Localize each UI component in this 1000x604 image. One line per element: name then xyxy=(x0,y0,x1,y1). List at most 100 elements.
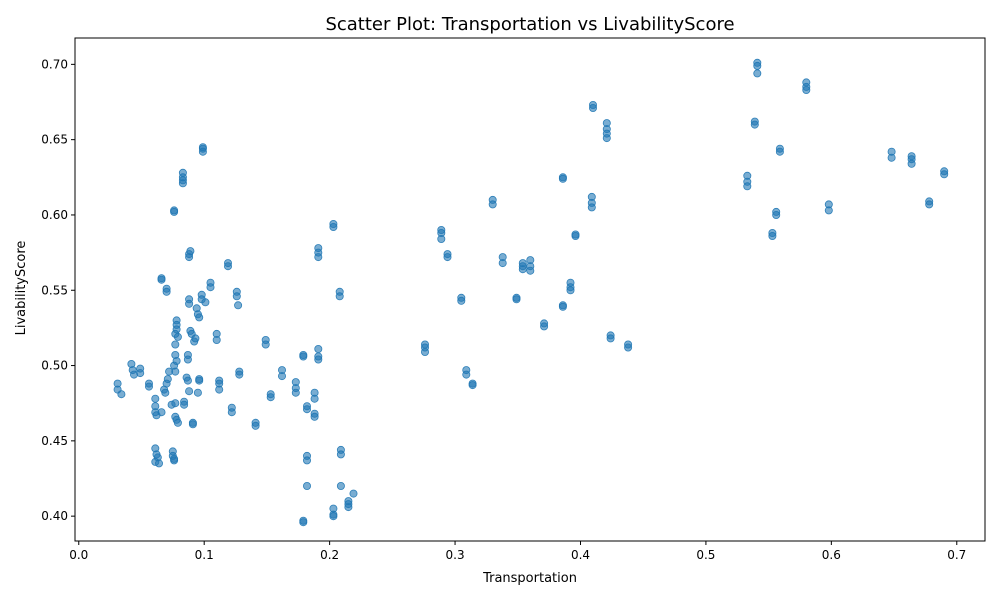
data-point xyxy=(314,344,323,353)
data-point xyxy=(566,286,575,295)
data-point xyxy=(775,147,784,156)
data-point xyxy=(907,159,916,168)
data-point xyxy=(186,247,195,256)
data-point xyxy=(198,144,207,153)
data-point xyxy=(462,370,471,379)
data-point xyxy=(344,503,353,512)
data-point xyxy=(201,298,210,307)
data-point xyxy=(299,350,308,359)
data-point xyxy=(178,168,187,177)
data-point xyxy=(173,418,182,427)
data-point xyxy=(824,206,833,215)
data-point xyxy=(518,265,527,274)
x-tick-label: 0.1 xyxy=(195,548,214,562)
x-tick-label: 0.0 xyxy=(69,548,88,562)
y-tick-label: 0.45 xyxy=(41,434,68,448)
data-point xyxy=(302,456,311,465)
data-point xyxy=(232,292,241,301)
data-point xyxy=(180,400,189,409)
data-point xyxy=(161,388,170,397)
data-point xyxy=(587,203,596,212)
y-axis-label: LivabilityScore xyxy=(14,241,29,336)
data-point xyxy=(206,283,215,292)
data-point xyxy=(235,370,244,379)
data-point xyxy=(335,292,344,301)
data-point xyxy=(743,182,752,191)
data-point xyxy=(310,394,319,403)
y-tick-label: 0.40 xyxy=(41,509,68,523)
y-tick-label: 0.65 xyxy=(41,133,68,147)
data-point xyxy=(420,347,429,356)
x-tick-label: 0.5 xyxy=(696,548,715,562)
data-point xyxy=(349,489,358,498)
data-point xyxy=(154,459,163,468)
data-point xyxy=(488,200,497,209)
data-point xyxy=(170,206,179,215)
data-point xyxy=(157,408,166,417)
data-point xyxy=(558,302,567,311)
data-point xyxy=(302,405,311,414)
data-point xyxy=(185,299,194,308)
data-point xyxy=(170,454,179,463)
data-point xyxy=(136,369,145,378)
data-point xyxy=(468,381,477,390)
data-point xyxy=(266,393,275,402)
data-point xyxy=(887,153,896,162)
data-point xyxy=(512,293,521,302)
data-point xyxy=(185,387,194,396)
data-point xyxy=(336,481,345,490)
data-point xyxy=(768,231,777,240)
data-point xyxy=(589,104,598,113)
data-point xyxy=(310,412,319,421)
data-point xyxy=(753,61,762,70)
data-point xyxy=(299,518,308,527)
data-point xyxy=(261,340,270,349)
data-point xyxy=(212,335,221,344)
data-point xyxy=(443,253,452,262)
data-point xyxy=(195,375,204,384)
data-point xyxy=(251,421,260,430)
data-point xyxy=(215,379,224,388)
data-point xyxy=(277,372,286,381)
data-point xyxy=(157,275,166,284)
x-tick-label: 0.7 xyxy=(947,548,966,562)
data-points xyxy=(113,58,949,527)
data-point xyxy=(602,134,611,143)
data-point xyxy=(191,334,200,343)
data-point xyxy=(183,376,192,385)
data-point xyxy=(457,296,466,305)
y-tick-label: 0.70 xyxy=(41,57,68,71)
data-point xyxy=(195,313,204,322)
data-point xyxy=(624,343,633,352)
data-point xyxy=(558,174,567,183)
y-tick-label: 0.60 xyxy=(41,208,68,222)
data-point xyxy=(302,481,311,490)
data-point xyxy=(234,301,243,310)
data-point xyxy=(802,86,811,95)
data-point xyxy=(227,408,236,417)
data-point xyxy=(151,394,160,403)
y-tick-label: 0.50 xyxy=(41,359,68,373)
data-point xyxy=(925,200,934,209)
data-point xyxy=(223,262,232,271)
data-point xyxy=(193,388,202,397)
x-tick-label: 0.3 xyxy=(446,548,465,562)
data-point xyxy=(571,231,580,240)
data-point xyxy=(163,375,172,384)
data-point xyxy=(437,234,446,243)
data-point xyxy=(772,210,781,219)
chart-title: Scatter Plot: Transportation vs Livabili… xyxy=(325,14,734,35)
data-point xyxy=(183,350,192,359)
data-point xyxy=(314,253,323,262)
data-point xyxy=(940,170,949,179)
data-point xyxy=(336,450,345,459)
data-point xyxy=(498,259,507,268)
data-point xyxy=(329,512,338,521)
x-tick-label: 0.4 xyxy=(571,548,590,562)
data-point xyxy=(526,266,535,275)
x-axis-label: Transportation xyxy=(482,571,577,586)
axis-ticks: 0.0 0.1 0.2 0.3 0.4 0.5 0.6 0.7 0.40 0.45 0.50 0.55… xyxy=(41,57,966,562)
data-point xyxy=(162,287,171,296)
